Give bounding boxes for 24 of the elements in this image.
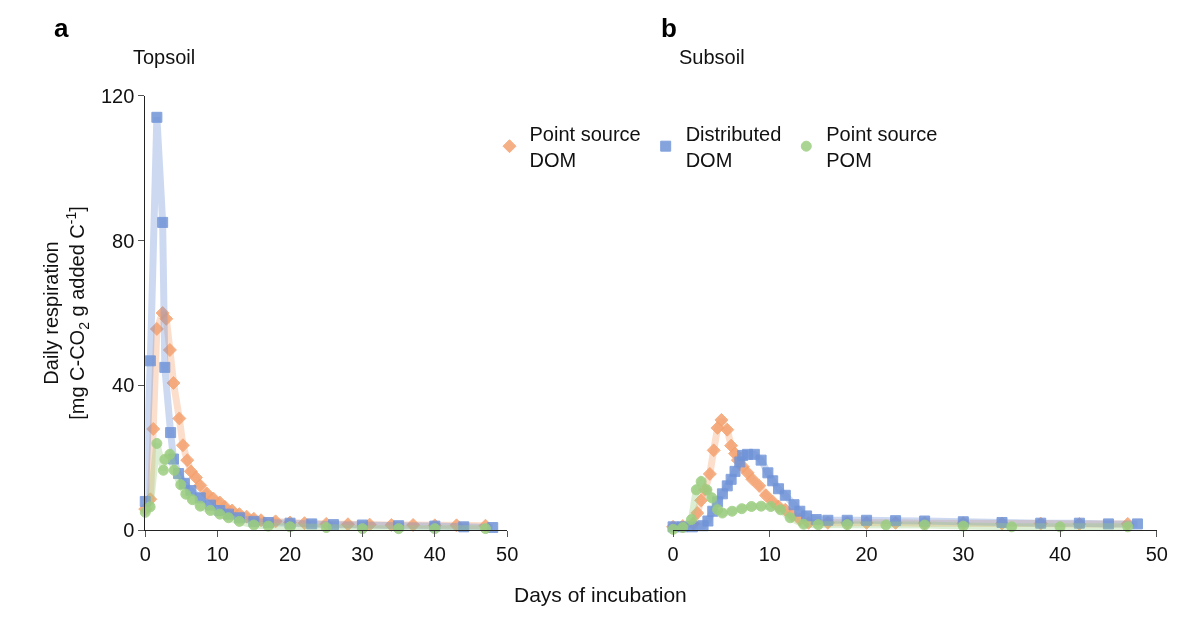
x-tick-label: 30 <box>351 543 374 566</box>
y-tick-label: 0 <box>123 519 135 542</box>
x-tick-label: 50 <box>1145 543 1168 566</box>
x-tick-label: 0 <box>667 543 679 566</box>
chart-title: a <box>54 13 69 43</box>
legend-label: Point source POM <box>826 122 938 171</box>
x-tick-label: 20 <box>278 543 302 566</box>
x-tick-label: 40 <box>1048 543 1072 566</box>
y-tick-label: 80 <box>112 229 135 252</box>
chart-subtitle: Subsoil <box>679 46 745 68</box>
x-tick-label: 10 <box>758 543 781 566</box>
x-tick-label: 0 <box>139 543 151 566</box>
y-tick-label: 40 <box>112 374 135 397</box>
legend-label: Distributed DOM <box>685 122 782 171</box>
legend-label: Point source DOM <box>529 122 641 171</box>
x-tick-label: 40 <box>423 543 446 566</box>
chart-title: b <box>661 13 677 43</box>
x-axis-title: Days of incubation <box>514 583 687 606</box>
x-tick-label: 30 <box>952 543 975 566</box>
chart-subtitle: Topsoil <box>133 46 196 68</box>
x-tick-label: 50 <box>496 543 519 566</box>
y-tick-label: 120 <box>100 84 135 107</box>
x-tick-label: 20 <box>855 543 878 566</box>
x-tick-label: 10 <box>206 543 229 566</box>
